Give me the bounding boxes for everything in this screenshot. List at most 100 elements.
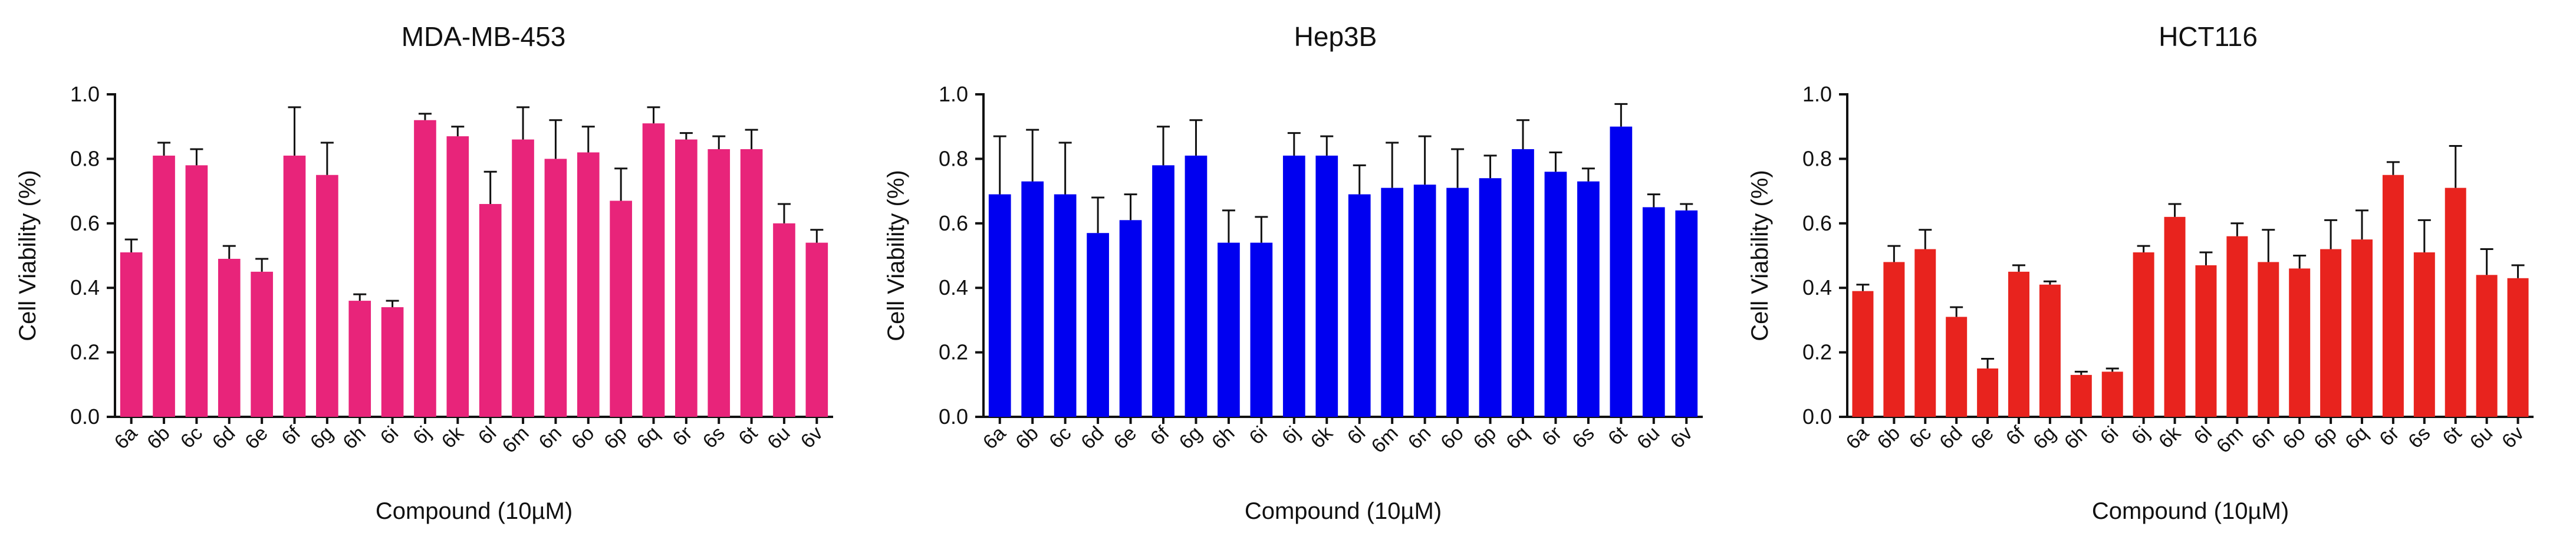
- y-tick-label: 0.4: [939, 275, 968, 300]
- y-tick-label: 0.6: [939, 211, 968, 235]
- bar-6p: [610, 200, 632, 417]
- bar-6r: [675, 139, 698, 417]
- bar-6h: [2070, 374, 2092, 417]
- y-tick-label: 0.2: [1802, 340, 1832, 364]
- x-tick-label-6s: 6s: [699, 422, 729, 453]
- bar-6i: [2101, 371, 2123, 417]
- x-tick-label-6s: 6s: [1568, 422, 1598, 453]
- bar-6s: [1577, 181, 1600, 417]
- x-tick-label-6a: 6a: [110, 422, 142, 454]
- bar-6b: [1883, 262, 1905, 417]
- bar-6v: [1675, 210, 1698, 417]
- y-tick-label: 0.2: [939, 340, 968, 364]
- x-tick-label-6o: 6o: [2278, 422, 2310, 454]
- bar-6d: [1946, 317, 1968, 417]
- bar-6h: [348, 301, 371, 417]
- x-tick-label-6t: 6t: [1604, 422, 1631, 449]
- bar-6a: [1852, 291, 1874, 417]
- y-tick-label: 0.8: [939, 146, 968, 170]
- x-tick-label-6t: 6t: [734, 422, 762, 449]
- x-tick-label-6c: 6c: [1905, 422, 1936, 453]
- x-tick-label-6n: 6n: [2247, 422, 2279, 454]
- bar-6p: [2320, 249, 2342, 417]
- bar-6j: [414, 120, 436, 417]
- x-tick-label-6g: 6g: [1175, 422, 1206, 454]
- y-axis-label: Cell Viability (%): [883, 170, 909, 341]
- x-tick-label-6g: 6g: [2029, 422, 2061, 454]
- bar-6r: [1544, 172, 1567, 417]
- bar-6j: [2133, 252, 2154, 417]
- x-tick-label-6i: 6i: [376, 422, 403, 449]
- bar-6i: [1250, 242, 1273, 417]
- bar-6c: [1914, 249, 1936, 417]
- x-tick-label-6d: 6d: [1077, 422, 1108, 454]
- bar-6k: [1315, 155, 1338, 417]
- x-tick-label-6i: 6i: [1245, 422, 1272, 449]
- x-tick-label-6f: 6f: [2002, 422, 2029, 449]
- x-tick-label-6p: 6p: [1469, 422, 1501, 454]
- y-tick-label: 0.6: [1802, 211, 1832, 235]
- x-axis-label: Compound (10µM): [2092, 498, 2289, 524]
- x-tick-label-6m: 6m: [2212, 422, 2248, 458]
- x-tick-label-6a: 6a: [1841, 422, 1873, 454]
- bar-6a: [120, 252, 143, 417]
- chart-title: MDA-MB-453: [402, 21, 566, 52]
- chart-panel-1: MDA-MB-453 0.0 0.2 0.4 0.6 0.8 1.0 Cell Viabili…: [15, 21, 833, 524]
- x-tick-label-6j: 6j: [1278, 422, 1305, 449]
- bar-6s: [708, 149, 731, 417]
- bar-6a: [988, 194, 1011, 417]
- x-axis-label: Compound (10µM): [1245, 498, 1442, 524]
- chart-title: Hep3B: [1294, 21, 1377, 52]
- chart-title: HCT116: [2159, 21, 2258, 52]
- x-tick-label-6b: 6b: [143, 422, 175, 454]
- bar-6s: [2413, 252, 2435, 417]
- bar-6u: [773, 223, 795, 417]
- bar-6e: [251, 271, 273, 417]
- x-tick-label-6f: 6f: [1146, 422, 1174, 449]
- x-tick-label-6j: 6j: [2127, 422, 2154, 449]
- y-tick-label: 1.0: [70, 82, 100, 106]
- y-tick-label: 0.0: [939, 404, 968, 429]
- x-tick-label-6v: 6v: [2498, 422, 2528, 453]
- chart-panel-3: HCT116 0.0 0.2 0.4 0.6 0.8 1.0 Cell Viability (…: [1747, 21, 2534, 524]
- bar-6i: [381, 307, 404, 417]
- y-tick-label: 0.8: [70, 146, 100, 170]
- x-tick-label-6f: 6f: [277, 422, 305, 449]
- x-tick-label-6m: 6m: [1367, 422, 1403, 458]
- bar-6q: [642, 123, 665, 417]
- x-tick-label-6m: 6m: [498, 422, 533, 458]
- y-tick-label: 0.2: [70, 340, 100, 364]
- x-tick-label-6h: 6h: [1208, 422, 1239, 454]
- bar-6t: [1610, 126, 1633, 417]
- bar-6v: [2507, 278, 2529, 417]
- bar-6d: [1087, 233, 1109, 417]
- x-tick-label-6j: 6j: [409, 422, 436, 449]
- y-axis-label: Cell Viability (%): [15, 170, 41, 341]
- x-tick-label-6r: 6r: [668, 422, 696, 450]
- x-tick-label-6e: 6e: [241, 422, 272, 454]
- bar-6b: [1021, 181, 1044, 417]
- x-tick-label-6o: 6o: [1436, 422, 1468, 454]
- x-tick-label-6s: 6s: [2404, 422, 2434, 453]
- x-tick-label-6c: 6c: [176, 422, 207, 453]
- x-tick-label-6h: 6h: [338, 422, 370, 454]
- x-tick-label-6a: 6a: [979, 422, 1011, 454]
- bar-6f: [283, 155, 306, 417]
- bar-6f: [1152, 165, 1175, 417]
- bar-6g: [316, 175, 338, 417]
- x-tick-label-6i: 6i: [2096, 422, 2123, 449]
- bar-6b: [153, 155, 175, 417]
- x-axis-label: Compound (10µM): [376, 498, 573, 524]
- x-tick-label-6u: 6u: [2466, 422, 2498, 454]
- x-tick-label-6n: 6n: [1404, 422, 1436, 454]
- x-tick-label-6l: 6l: [1343, 422, 1370, 449]
- y-tick-label: 1.0: [939, 82, 968, 106]
- x-tick-label-6v: 6v: [797, 422, 827, 453]
- x-tick-label-6b: 6b: [1011, 422, 1043, 454]
- x-tick-label-6k: 6k: [437, 422, 469, 453]
- y-tick-label: 0.0: [1802, 404, 1832, 429]
- bar-6f: [2008, 271, 2029, 417]
- bar-6o: [577, 152, 600, 417]
- x-tick-label-6q: 6q: [1502, 422, 1534, 454]
